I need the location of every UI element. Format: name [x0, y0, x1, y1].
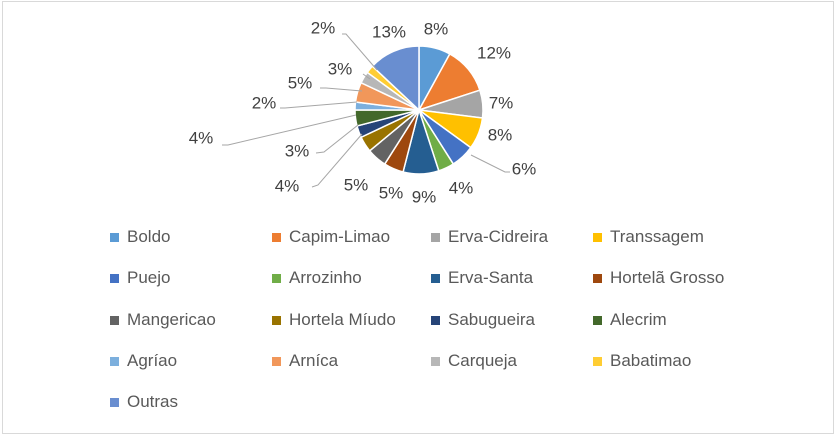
legend-swatch-6	[272, 273, 281, 283]
legend-swatch-11	[431, 315, 440, 325]
legend-label-14: Arníca	[289, 351, 339, 370]
legend-swatch-9	[110, 315, 119, 325]
data-label-8: 5%	[379, 183, 404, 202]
leader-line-5	[470, 154, 510, 173]
leader-line-10	[311, 133, 363, 188]
legend-swatch-2	[272, 232, 281, 242]
data-label-14: 5%	[288, 73, 313, 92]
pie-slice-17	[371, 45, 420, 112]
legend-label-8: Hortelã Grosso	[610, 268, 725, 287]
legend-item-12: Alecrim	[593, 309, 667, 331]
legend-swatch-7	[431, 273, 440, 283]
legend-item-3: Erva-Cidreira	[431, 226, 548, 248]
legend-item-1: Boldo	[110, 226, 170, 248]
data-label-5: 6%	[512, 159, 537, 178]
legend-item-7: Erva-Santa	[431, 267, 533, 289]
leader-line-11	[315, 124, 359, 154]
legend-label-17: Outras	[127, 392, 179, 411]
legend-label-13: Agríao	[127, 351, 178, 370]
data-label-11: 3%	[285, 141, 310, 160]
legend-swatch-13	[110, 356, 119, 366]
legend-item-4: Transsagem	[593, 226, 704, 248]
data-label-1: 8%	[424, 19, 449, 38]
legend-swatch-8	[593, 273, 602, 283]
legend-swatch-4	[593, 232, 602, 242]
legend-swatch-16	[593, 356, 602, 366]
legend-label-4: Transsagem	[610, 227, 704, 246]
data-label-15: 3%	[328, 59, 353, 78]
data-label-12: 4%	[189, 128, 214, 147]
legend-label-1: Boldo	[127, 227, 171, 246]
data-label-3: 7%	[489, 93, 514, 112]
legend-item-14: Arníca	[272, 350, 338, 372]
legend-swatch-12	[593, 315, 602, 325]
data-label-10: 4%	[275, 176, 300, 195]
leader-line-15	[362, 73, 371, 80]
data-label-13: 2%	[252, 93, 277, 112]
legend-item-13: Agríao	[110, 350, 177, 372]
legend-item-10: Hortela Míudo	[272, 309, 396, 331]
legend-item-9: Mangericao	[110, 309, 216, 331]
data-label-6: 4%	[449, 178, 474, 197]
data-label-4: 8%	[488, 125, 513, 144]
legend-item-16: Babatimao	[593, 350, 691, 372]
legend-item-11: Sabugueira	[431, 309, 535, 331]
legend-label-6: Arrozinho	[289, 268, 362, 287]
legend-item-5: Puejo	[110, 267, 170, 289]
legend-swatch-1	[110, 232, 119, 242]
data-label-2: 12%	[477, 43, 511, 62]
data-label-9: 5%	[344, 175, 369, 194]
legend-item-15: Carqueja	[431, 350, 517, 372]
legend-label-5: Puejo	[127, 268, 171, 287]
leader-line-14	[320, 87, 363, 92]
legend-label-3: Erva-Cidreira	[448, 227, 549, 246]
legend-item-17: Outras	[110, 391, 178, 413]
legend-swatch-15	[431, 356, 440, 366]
legend-swatch-17	[110, 397, 119, 407]
legend-swatch-10	[272, 315, 281, 325]
legend-label-9: Mangericao	[127, 310, 216, 329]
leader-line-12	[222, 114, 357, 146]
legend-swatch-5	[110, 273, 119, 283]
legend-label-7: Erva-Santa	[448, 268, 534, 287]
legend-item-8: Hortelã Grosso	[593, 267, 724, 289]
leader-line-13	[280, 101, 358, 109]
legend-label-11: Sabugueira	[448, 310, 535, 329]
legend-label-10: Hortela Míudo	[289, 310, 396, 329]
legend-label-16: Babatimao	[610, 351, 692, 370]
legend-label-15: Carqueja	[448, 351, 517, 370]
legend-label-2: Capim-Limao	[289, 227, 391, 246]
data-label-7: 9%	[412, 187, 437, 206]
legend-swatch-14	[272, 356, 281, 366]
legend-item-2: Capim-Limao	[272, 226, 390, 248]
legend-label-12: Alecrim	[610, 310, 667, 329]
data-label-17: 13%	[372, 22, 406, 41]
legend-swatch-3	[431, 232, 440, 242]
leader-line-16	[342, 33, 378, 71]
data-label-16: 2%	[311, 18, 336, 37]
legend-item-6: Arrozinho	[272, 267, 362, 289]
